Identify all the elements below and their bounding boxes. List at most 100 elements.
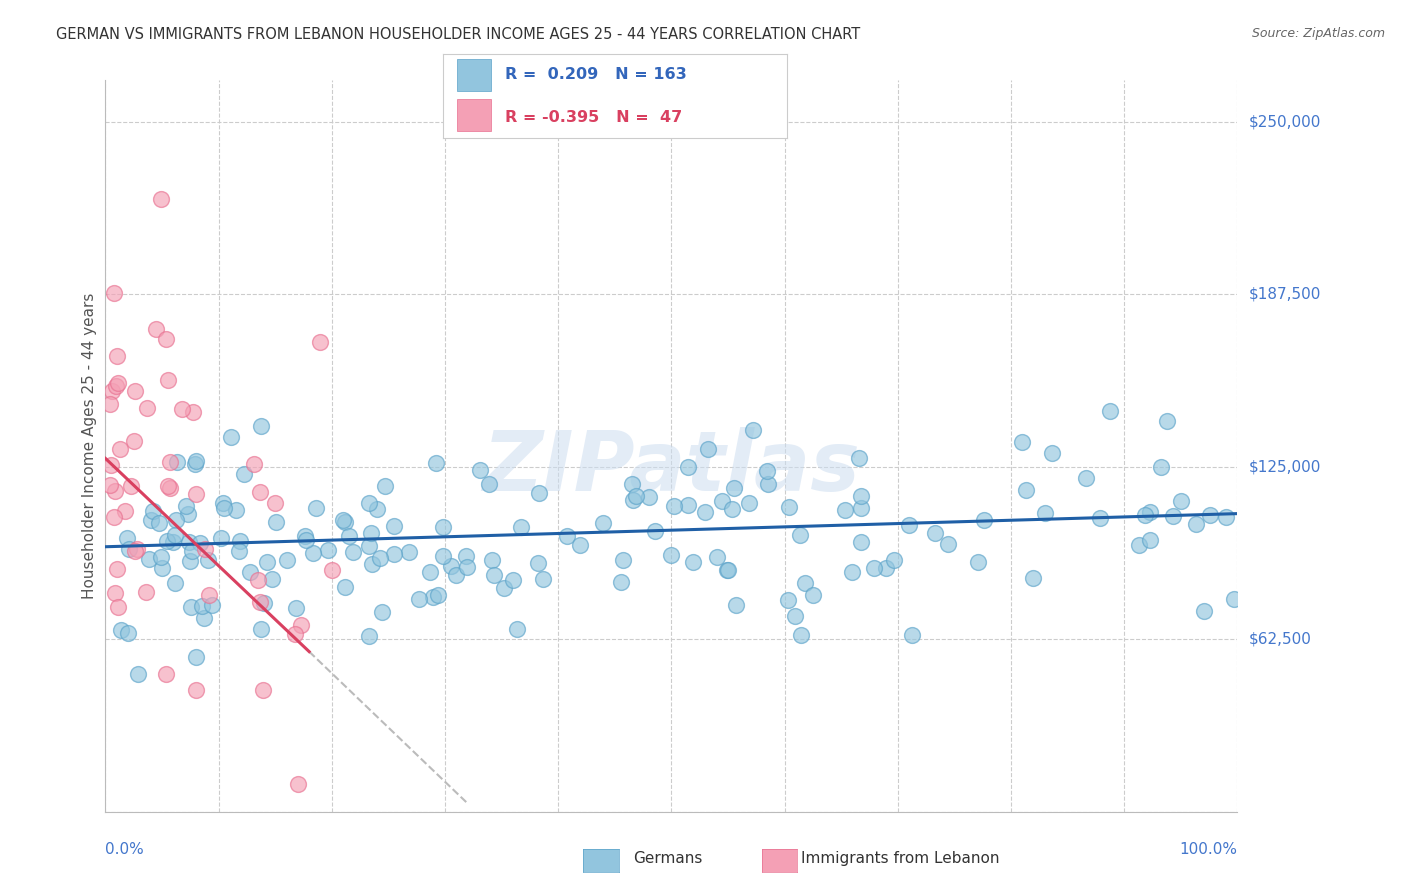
Point <box>174 499 197 513</box>
Point <box>357 629 380 643</box>
Point <box>110 623 132 637</box>
Point <box>592 516 614 530</box>
Point <box>863 561 886 575</box>
Point <box>107 599 129 614</box>
Point <box>155 667 177 681</box>
Point <box>221 430 243 444</box>
Point <box>103 285 125 300</box>
Point <box>124 384 146 398</box>
Point <box>155 332 177 346</box>
Point <box>720 501 742 516</box>
Point <box>1170 493 1192 508</box>
Point <box>233 467 256 481</box>
Point <box>181 544 204 558</box>
Point <box>309 335 332 350</box>
Point <box>98 397 121 411</box>
Point <box>337 529 360 543</box>
Point <box>284 626 307 640</box>
Point <box>1128 538 1150 552</box>
Point <box>184 454 207 468</box>
Point <box>264 496 287 510</box>
Point <box>875 561 897 575</box>
Point <box>156 479 179 493</box>
Point <box>936 537 959 551</box>
Text: ZIPatlas: ZIPatlas <box>482 427 860 508</box>
Point <box>101 384 124 399</box>
Point <box>717 564 740 578</box>
Point <box>301 545 323 559</box>
Point <box>1215 509 1237 524</box>
Point <box>120 479 142 493</box>
Point <box>252 682 274 697</box>
Point <box>422 590 444 604</box>
Point <box>321 563 343 577</box>
Point <box>738 496 761 510</box>
Point <box>294 529 316 543</box>
Point <box>609 574 631 589</box>
Point <box>183 457 205 471</box>
Point <box>398 545 420 559</box>
Point <box>440 559 463 574</box>
Point <box>238 565 260 579</box>
Point <box>620 477 643 491</box>
Point <box>492 581 515 595</box>
Point <box>382 547 405 561</box>
Point <box>107 376 129 391</box>
Point <box>211 496 233 510</box>
Point <box>104 585 127 599</box>
Point <box>127 666 149 681</box>
Point <box>789 628 811 642</box>
Point <box>1099 404 1122 418</box>
Point <box>165 513 187 527</box>
Point <box>1015 483 1038 498</box>
Point <box>1199 508 1222 522</box>
Point <box>531 572 554 586</box>
Point <box>741 423 763 437</box>
Text: $187,500: $187,500 <box>1249 286 1320 301</box>
Point <box>333 515 356 529</box>
Point <box>172 401 194 416</box>
Point <box>98 478 121 492</box>
Point <box>793 575 815 590</box>
Point <box>676 498 699 512</box>
Point <box>186 649 208 664</box>
Point <box>756 464 779 478</box>
Point <box>359 539 381 553</box>
Point <box>360 526 382 541</box>
Point <box>250 418 273 433</box>
Text: $125,000: $125,000 <box>1249 459 1320 475</box>
Text: Germans: Germans <box>633 851 702 865</box>
Point <box>849 535 872 549</box>
Point <box>1088 511 1111 525</box>
Point <box>264 515 287 529</box>
Point <box>103 510 125 524</box>
Point <box>723 481 745 495</box>
Point <box>285 601 308 615</box>
Point <box>374 478 396 492</box>
Point <box>901 627 924 641</box>
Text: 0.0%: 0.0% <box>105 842 145 857</box>
Point <box>527 556 550 570</box>
Point <box>366 502 388 516</box>
Point <box>276 553 298 567</box>
Point <box>778 500 800 515</box>
Point <box>184 487 207 501</box>
Point <box>135 585 157 599</box>
Point <box>305 500 328 515</box>
Point <box>801 588 824 602</box>
Point <box>1139 533 1161 547</box>
Point <box>432 520 454 534</box>
Point <box>250 622 273 636</box>
Point <box>456 560 478 574</box>
Point <box>332 513 354 527</box>
Point <box>973 513 995 527</box>
Point <box>194 541 217 556</box>
Point <box>179 553 201 567</box>
Point <box>214 501 236 516</box>
Point <box>163 528 186 542</box>
Point <box>432 549 454 563</box>
Point <box>848 451 870 466</box>
Point <box>253 596 276 610</box>
Point <box>139 513 162 527</box>
Point <box>100 458 122 473</box>
